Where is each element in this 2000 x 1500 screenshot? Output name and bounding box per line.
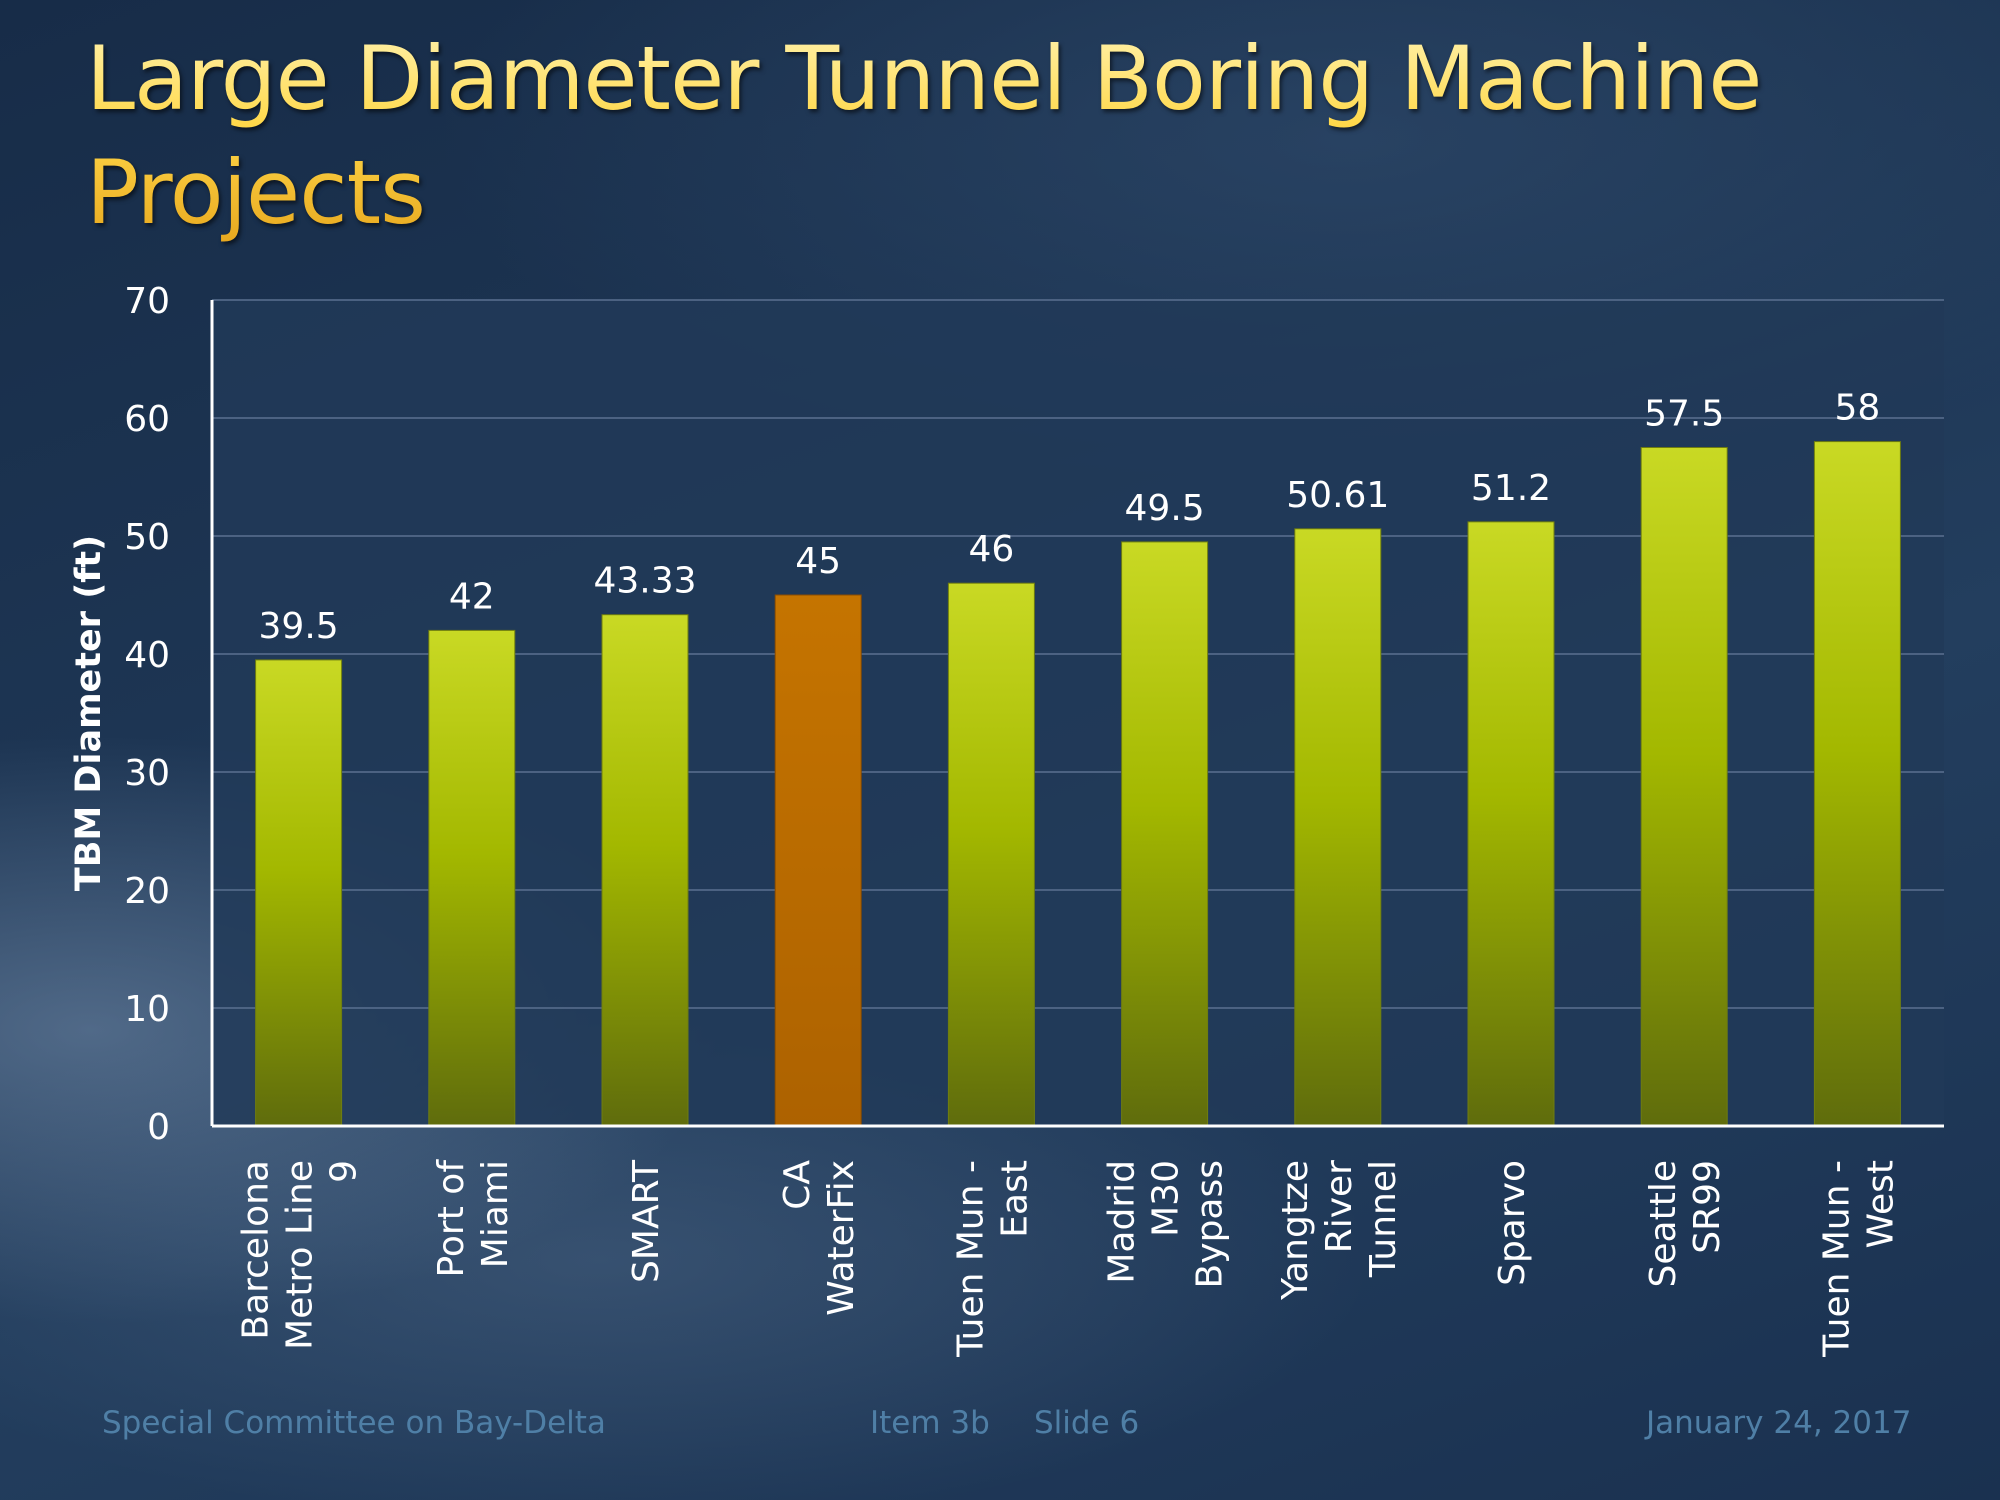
category-label-line: SR99 — [1687, 1160, 1728, 1254]
category-label-line: Port of — [431, 1159, 472, 1278]
bar — [1813, 441, 1901, 1127]
category-label-line: Tuen Mun - — [950, 1160, 991, 1358]
data-label: 57.5 — [1644, 394, 1724, 435]
category-label-line: Tuen Mun - — [1816, 1160, 1857, 1358]
category-label-line: Miami — [475, 1160, 516, 1268]
svg-text:Sparvo: Sparvo — [1492, 1160, 1533, 1286]
data-label: 45 — [795, 541, 841, 582]
slide-title: Large Diameter Tunnel Boring Machine Pro… — [86, 22, 1946, 250]
category-label-line: East — [994, 1160, 1035, 1238]
category-label: MadridM30Bypass — [1102, 1160, 1231, 1288]
category-label-line: Metro Line — [280, 1160, 321, 1350]
category-label-line: River — [1319, 1160, 1360, 1253]
category-labels: BarcelonaMetro Line9 Port ofMiami SMART CAW… — [236, 1159, 1902, 1358]
y-tick-label: 50 — [124, 517, 170, 558]
category-label-line: SMART — [626, 1159, 667, 1283]
svg-text:Tuen Mun -East: Tuen Mun -East — [950, 1160, 1035, 1358]
footer-slide-number: Slide 6 — [1034, 1405, 1140, 1441]
svg-text:BarcelonaMetro Line9: BarcelonaMetro Line9 — [236, 1160, 365, 1350]
category-label-line: Tunnel — [1363, 1160, 1404, 1278]
svg-text:Port ofMiami: Port ofMiami — [431, 1159, 516, 1278]
footer-item: Item 3b — [870, 1405, 990, 1441]
data-label: 49.5 — [1125, 488, 1205, 529]
svg-text:MadridM30Bypass: MadridM30Bypass — [1102, 1160, 1231, 1288]
footer-date: January 24, 2017 — [1646, 1405, 1912, 1441]
bar — [601, 614, 689, 1127]
category-label: Tuen Mun -West — [1816, 1160, 1901, 1358]
category-label: CAWaterFix — [777, 1160, 862, 1316]
y-tick-label: 20 — [124, 871, 170, 912]
y-tick-label: 60 — [124, 399, 170, 440]
data-label: 43.33 — [593, 561, 696, 602]
axes — [210, 300, 1944, 1128]
svg-text:Tuen Mun -West: Tuen Mun -West — [1816, 1160, 1901, 1358]
category-label: SMART — [626, 1159, 667, 1283]
y-tick-label: 70 — [124, 281, 170, 322]
bar — [1121, 541, 1209, 1127]
category-label-line: CA — [777, 1160, 818, 1210]
category-label-line: Seattle — [1643, 1160, 1684, 1287]
y-tick-label: 0 — [147, 1107, 170, 1148]
bar — [255, 659, 343, 1127]
category-label: YangtzeRiverTunnel — [1275, 1160, 1404, 1301]
svg-text:SMART: SMART — [626, 1159, 667, 1283]
svg-text:CAWaterFix: CAWaterFix — [777, 1160, 862, 1316]
y-tick-labels: 0 10 20 30 40 50 60 70 — [124, 281, 170, 1148]
category-label-line: 9 — [324, 1160, 365, 1183]
bar — [1640, 447, 1728, 1127]
y-tick-label: 40 — [124, 635, 170, 676]
category-label-line: Sparvo — [1492, 1160, 1533, 1286]
data-label: 51.2 — [1471, 468, 1551, 509]
category-label-line: Bypass — [1190, 1160, 1231, 1288]
category-label-line: West — [1860, 1160, 1901, 1249]
y-tick-label: 30 — [124, 753, 170, 794]
data-label: 58 — [1834, 388, 1880, 429]
bar-highlight — [774, 594, 862, 1127]
category-label: SeattleSR99 — [1643, 1160, 1728, 1287]
svg-text:YangtzeRiverTunnel: YangtzeRiverTunnel — [1275, 1160, 1404, 1301]
data-label: 42 — [449, 576, 495, 617]
category-label-line: Yangtze — [1275, 1160, 1316, 1301]
category-label-line: M30 — [1146, 1160, 1187, 1237]
y-axis-title: TBM Diameter (ft) — [69, 535, 109, 891]
category-label: Port ofMiami — [431, 1159, 516, 1278]
data-label: 46 — [968, 529, 1014, 570]
data-label: 39.5 — [259, 606, 339, 647]
bars — [255, 441, 1901, 1127]
category-label-line: Barcelona — [236, 1160, 277, 1340]
category-label-line: WaterFix — [821, 1160, 862, 1316]
bar — [1294, 528, 1382, 1127]
footer-committee: Special Committee on Bay-Delta — [102, 1405, 606, 1441]
bar — [947, 582, 1035, 1127]
category-label: Tuen Mun -East — [950, 1160, 1035, 1358]
svg-text:SeattleSR99: SeattleSR99 — [1643, 1160, 1728, 1287]
bar — [1467, 521, 1555, 1127]
category-label: Sparvo — [1492, 1160, 1533, 1286]
bar — [428, 629, 516, 1127]
y-tick-label: 10 — [124, 989, 170, 1030]
data-labels: 39.5 42 43.33 45 46 49.5 50.61 51.2 57.5 58 — [259, 388, 1881, 647]
category-label-line: Madrid — [1102, 1160, 1143, 1284]
data-label: 50.61 — [1286, 475, 1389, 516]
category-label: BarcelonaMetro Line9 — [236, 1160, 365, 1350]
